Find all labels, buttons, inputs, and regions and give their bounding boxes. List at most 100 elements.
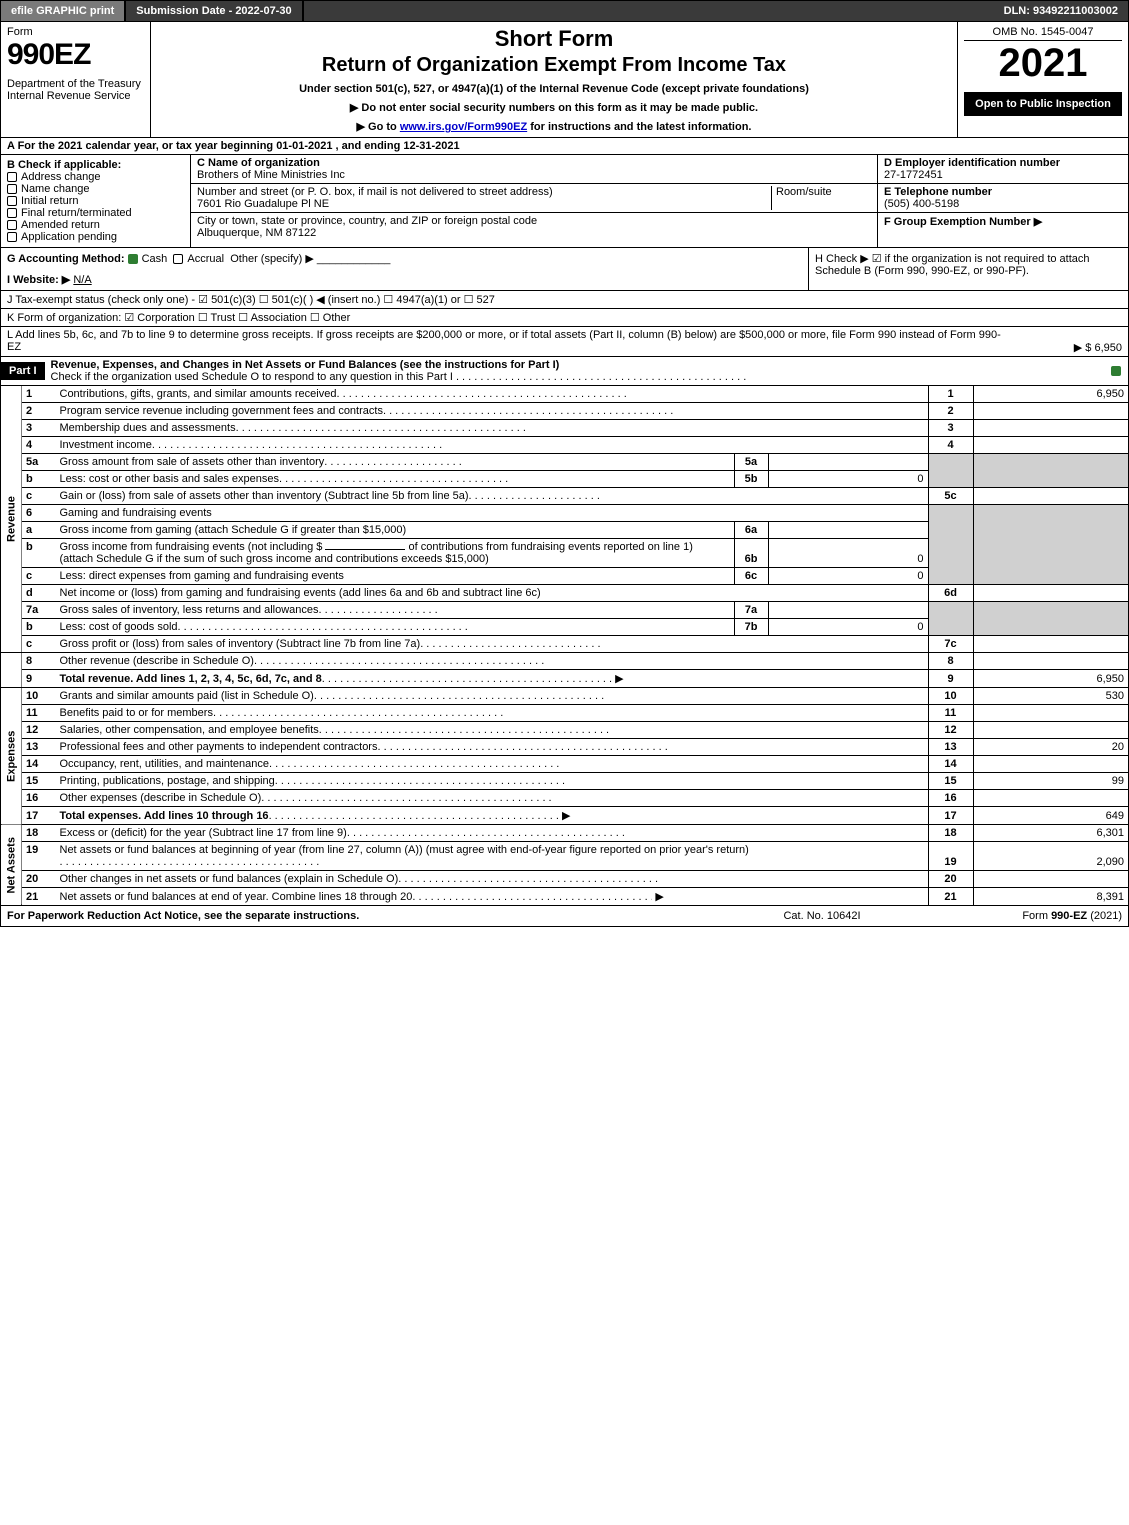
l6a-desc: Gross income from gaming (attach Schedul…	[56, 522, 735, 539]
l18-desc: Excess or (deficit) for the year (Subtra…	[56, 825, 929, 842]
l16-num: 16	[22, 790, 56, 807]
l6a-subval	[768, 522, 928, 539]
l6c-subval: 0	[768, 568, 928, 585]
chk-cash[interactable]	[128, 254, 138, 264]
l16-val	[973, 790, 1128, 807]
ssn-warning: ▶ Do not enter social security numbers o…	[157, 101, 951, 114]
footer-right: Form 990-EZ (2021)	[922, 910, 1122, 922]
l14-val	[973, 756, 1128, 773]
section-revenue-cont	[1, 653, 22, 688]
l19-num: 19	[22, 842, 56, 871]
l19-val: 2,090	[973, 842, 1128, 871]
info-grid: B Check if applicable: Address change Na…	[1, 154, 1128, 247]
l6b-subval: 0	[768, 539, 928, 568]
l6b-sub: 6b	[734, 539, 768, 568]
l3-val	[973, 420, 1128, 437]
header-center: Short Form Return of Organization Exempt…	[151, 22, 958, 137]
tel-label: E Telephone number	[884, 186, 992, 198]
page-footer: For Paperwork Reduction Act Notice, see …	[1, 905, 1128, 926]
header-left: Form 990EZ Department of the Treasury In…	[1, 22, 151, 137]
irs-link[interactable]: www.irs.gov/Form990EZ	[400, 121, 527, 133]
l13-num: 13	[22, 739, 56, 756]
row-g: G Accounting Method: Cash Accrual Other …	[1, 248, 808, 290]
chk-initial-return[interactable]: Initial return	[7, 195, 184, 207]
l14-box: 14	[928, 756, 973, 773]
chk-accrual[interactable]	[173, 254, 183, 264]
l12-val	[973, 722, 1128, 739]
tel-value: (505) 400-5198	[884, 198, 959, 210]
chk-name-change[interactable]: Name change	[7, 183, 184, 195]
l20-box: 20	[928, 871, 973, 888]
chk-amended-return[interactable]: Amended return	[7, 219, 184, 231]
l7c-val	[973, 636, 1128, 653]
row-l-text: L Add lines 5b, 6c, and 7b to line 9 to …	[7, 329, 1002, 354]
l5a-num: 5a	[22, 454, 56, 471]
row-h: H Check ▶ ☑ if the organization is not r…	[808, 248, 1128, 290]
chk-address-change[interactable]: Address change	[7, 171, 184, 183]
title-return: Return of Organization Exempt From Incom…	[157, 54, 951, 77]
l20-val	[973, 871, 1128, 888]
l9-desc: Total revenue. Add lines 1, 2, 3, 4, 5c,…	[56, 670, 929, 688]
chk-label: Application pending	[21, 231, 117, 243]
open-inspection-badge: Open to Public Inspection	[964, 92, 1122, 116]
other-label: Other (specify) ▶	[230, 253, 314, 265]
topbar: efile GRAPHIC print Submission Date - 20…	[1, 1, 1128, 21]
l10-num: 10	[22, 688, 56, 705]
chk-final-return[interactable]: Final return/terminated	[7, 207, 184, 219]
l20-num: 20	[22, 871, 56, 888]
shade	[973, 602, 1128, 636]
l5b-sub: 5b	[734, 471, 768, 488]
chk-application-pending[interactable]: Application pending	[7, 231, 184, 243]
l17-box: 17	[928, 807, 973, 825]
l6d-box: 6d	[928, 585, 973, 602]
l8-val	[973, 653, 1128, 670]
l20-desc: Other changes in net assets or fund bala…	[56, 871, 929, 888]
form-word: Form	[7, 26, 144, 38]
l5a-desc: Gross amount from sale of assets other t…	[56, 454, 735, 471]
l10-box: 10	[928, 688, 973, 705]
l5a-sub: 5a	[734, 454, 768, 471]
l13-box: 13	[928, 739, 973, 756]
l6b-desc: Gross income from fundraising events (no…	[56, 539, 735, 568]
l5a-subval	[768, 454, 928, 471]
l7c-desc: Gross profit or (loss) from sales of inv…	[56, 636, 929, 653]
ein-label: D Employer identification number	[884, 157, 1060, 169]
l17-val: 649	[973, 807, 1128, 825]
l12-num: 12	[22, 722, 56, 739]
efile-print-button[interactable]: efile GRAPHIC print	[1, 1, 126, 21]
l10-val: 530	[973, 688, 1128, 705]
l4-desc: Investment income	[56, 437, 929, 454]
l3-num: 3	[22, 420, 56, 437]
addr-value: 7601 Rio Guadalupe Pl NE	[197, 198, 329, 210]
tax-year: 2021	[964, 41, 1122, 86]
l7b-subval: 0	[768, 619, 928, 636]
tel-cell: E Telephone number (505) 400-5198	[878, 184, 1128, 213]
chk-label: Name change	[21, 183, 90, 195]
part1-check[interactable]	[1108, 365, 1128, 377]
lines-table: Revenue 1 Contributions, gifts, grants, …	[1, 385, 1128, 905]
g-label: G Accounting Method:	[7, 253, 125, 265]
l6d-desc: Net income or (loss) from gaming and fun…	[56, 585, 929, 602]
l2-num: 2	[22, 403, 56, 420]
l18-num: 18	[22, 825, 56, 842]
shade	[973, 505, 1128, 585]
l16-desc: Other expenses (describe in Schedule O)	[56, 790, 929, 807]
l10-desc: Grants and similar amounts paid (list in…	[56, 688, 929, 705]
city-label: City or town, state or province, country…	[197, 215, 537, 227]
org-name: Brothers of Mine Ministries Inc	[197, 169, 345, 181]
l6-num: 6	[22, 505, 56, 522]
l1-val: 6,950	[973, 386, 1128, 403]
l15-num: 15	[22, 773, 56, 790]
topbar-spacer	[304, 1, 994, 21]
footer-left: For Paperwork Reduction Act Notice, see …	[7, 910, 722, 922]
title-short-form: Short Form	[157, 26, 951, 52]
l7b-sub: 7b	[734, 619, 768, 636]
addr-cell: Number and street (or P. O. box, if mail…	[191, 184, 877, 213]
l7b-desc: Less: cost of goods sold	[56, 619, 735, 636]
l1-num: 1	[22, 386, 56, 403]
l1-box: 1	[928, 386, 973, 403]
dln-label: DLN: 93492211003002	[994, 1, 1128, 21]
l2-desc: Program service revenue including govern…	[56, 403, 929, 420]
l5b-num: b	[22, 471, 56, 488]
l11-val	[973, 705, 1128, 722]
